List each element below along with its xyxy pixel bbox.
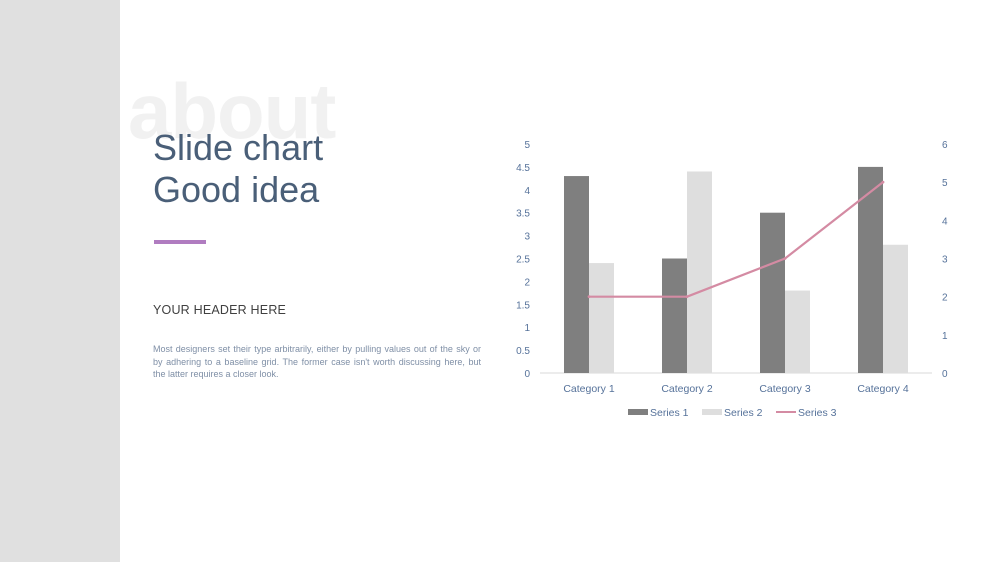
left-tick-label: 3 <box>524 232 530 243</box>
legend-label: Series 3 <box>798 407 837 419</box>
right-tick-label: 1 <box>942 331 948 342</box>
left-tick-label: 1 <box>524 323 530 334</box>
left-side-band <box>0 0 120 562</box>
line-point <box>783 257 787 260</box>
line-point <box>685 295 689 299</box>
bar-series-1-category-4 <box>858 166 883 373</box>
bar-series-1-category-2 <box>662 258 687 373</box>
right-tick-label: 4 <box>942 216 948 227</box>
category-label: Category 4 <box>857 383 909 395</box>
category-label: Category 2 <box>661 383 713 395</box>
bar-series <box>564 166 908 373</box>
right-tick-label: 2 <box>942 293 948 304</box>
bar-series-1-category-3 <box>760 212 785 373</box>
left-tick-label: 2.5 <box>516 255 530 266</box>
left-tick-label: 0.5 <box>516 346 530 357</box>
right-y-axis: 0 1 2 3 4 5 6 <box>942 140 948 380</box>
left-tick-label: 4 <box>524 186 530 197</box>
combo-chart: 0 0.5 1 1.5 2 2.5 3 3.5 4 4.5 5 0 1 2 3 4 5 6 Category 1… <box>516 140 948 419</box>
left-tick-label: 2 <box>524 277 530 288</box>
legend-label: Series 2 <box>724 407 763 419</box>
left-tick-label: 0 <box>524 369 530 380</box>
right-tick-label: 5 <box>942 178 948 189</box>
bar-series-2-category-3 <box>785 290 810 373</box>
watermark-text: about <box>128 67 336 155</box>
left-tick-label: 3.5 <box>516 209 530 220</box>
left-y-axis: 0 0.5 1 1.5 2 2.5 3 3.5 4 4.5 5 <box>516 140 530 380</box>
right-tick-label: 3 <box>942 255 948 266</box>
category-label: Category 1 <box>563 383 615 395</box>
line-point <box>587 295 591 299</box>
right-tick-label: 0 <box>942 369 948 380</box>
left-tick-label: 1.5 <box>516 300 530 311</box>
section-header: YOUR HEADER HERE <box>153 303 287 317</box>
category-label: Category 3 <box>759 383 811 395</box>
bar-series-1-category-1 <box>564 176 589 373</box>
line-point <box>881 180 885 184</box>
title-line-2: Good idea <box>153 169 320 210</box>
body-paragraph: Most designers set their type arbitraril… <box>153 344 481 379</box>
legend-swatch <box>628 409 648 415</box>
line-series-3 <box>589 181 884 298</box>
left-tick-label: 5 <box>524 140 530 151</box>
legend-label: Series 1 <box>650 407 689 419</box>
right-tick-label: 6 <box>942 140 948 151</box>
legend-swatch <box>702 409 722 415</box>
bar-series-2-category-1 <box>589 263 614 373</box>
accent-divider <box>154 240 206 244</box>
line-series <box>587 180 885 299</box>
title-line-1: Slide chart <box>153 127 324 168</box>
left-tick-label: 4.5 <box>516 163 530 174</box>
x-axis-labels: Category 1 Category 2 Category 3 Category 4 <box>563 383 909 395</box>
slide-title: Slide chart Good idea <box>153 127 323 211</box>
bar-series-2-category-2 <box>687 171 712 373</box>
bar-series-2-category-4 <box>883 244 908 373</box>
chart-legend: Series 1 Series 2 Series 3 <box>628 407 837 419</box>
